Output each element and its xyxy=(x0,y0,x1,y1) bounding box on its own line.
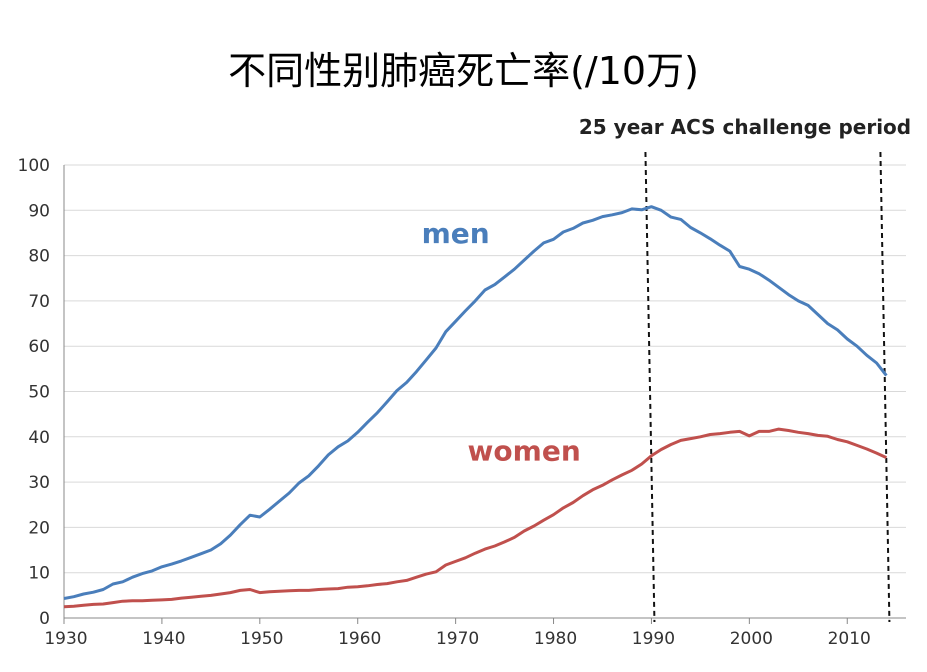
x-tick-label: 1980 xyxy=(534,629,577,649)
y-tick-label: 60 xyxy=(28,337,50,357)
gridlines xyxy=(64,164,906,574)
y-tick-label: 70 xyxy=(28,292,50,312)
y-tick-label: 40 xyxy=(28,428,50,448)
x-tick-label: 1960 xyxy=(338,629,381,649)
series-label-women: women xyxy=(468,434,581,467)
period-boundary-line xyxy=(644,151,656,623)
series-label-men: men xyxy=(422,217,490,250)
x-tick-label: 2000 xyxy=(730,629,773,649)
y-tick-label: 50 xyxy=(28,383,50,403)
period-boundary-line xyxy=(879,151,891,623)
series-line-men xyxy=(63,205,888,600)
chart-title: 不同性别肺癌死亡率(/10万) xyxy=(228,49,699,93)
challenge-period-markers: 25 year ACS challenge period xyxy=(579,115,911,623)
x-tick-label: 1950 xyxy=(240,629,283,649)
x-tick-label: 2010 xyxy=(828,629,871,649)
axes: 0 10 20 30 40 50 60 70 80 90 100 1930 1940 1950 1960 19… xyxy=(18,156,906,649)
series-lines xyxy=(63,205,888,609)
y-tick-label: 80 xyxy=(28,247,50,267)
y-tick-label: 0 xyxy=(39,609,50,629)
y-tick-label: 10 xyxy=(28,564,50,584)
x-tick-label: 1930 xyxy=(44,629,87,649)
series-line-women xyxy=(63,427,888,609)
y-tick-label: 20 xyxy=(28,518,50,538)
period-label: 25 year ACS challenge period xyxy=(579,115,911,139)
y-tick-label: 100 xyxy=(18,156,50,176)
x-tick-label: 1990 xyxy=(632,629,675,649)
x-tick-label: 1940 xyxy=(142,629,185,649)
x-tick-label: 1970 xyxy=(436,629,479,649)
y-tick-label: 90 xyxy=(28,201,50,221)
y-tick-label: 30 xyxy=(28,473,50,493)
series-labels: men women xyxy=(422,217,581,467)
